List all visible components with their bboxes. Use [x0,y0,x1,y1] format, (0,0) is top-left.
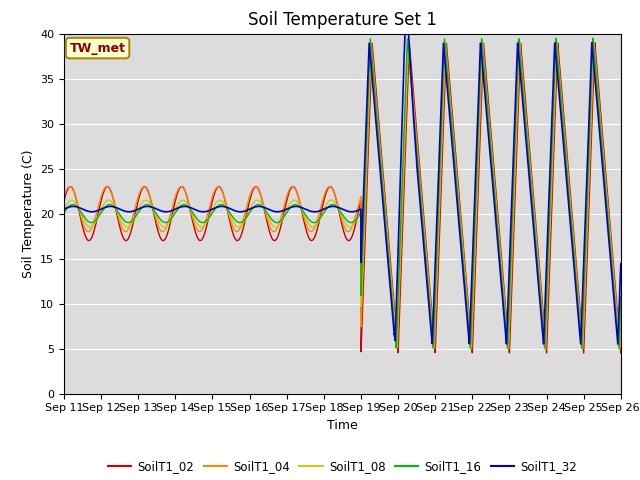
SoilT1_16 [270,218,278,224]
SoilT1_16 [612,316,620,322]
SoilT1_32 [310,209,317,215]
SoilT1_32 [617,261,625,266]
SoilT1_04 [612,303,620,309]
Line: SoilT1_16: SoilT1_16 [64,38,621,348]
SoilT1_32 [270,208,278,214]
SoilT1_08 [270,224,278,229]
SoilT1_08 [189,213,197,219]
SoilT1_02 [270,238,278,243]
SoilT1_02 [612,298,620,304]
SoilT1_04 [193,225,200,231]
SoilT1_32 [401,31,409,36]
Y-axis label: Soil Temperature (C): Soil Temperature (C) [22,149,35,278]
Line: SoilT1_08: SoilT1_08 [64,43,621,348]
SoilT1_16 [617,294,625,300]
SoilT1_08 [310,224,317,230]
SoilT1_32 [195,208,203,214]
SoilT1_16 [615,346,623,351]
SoilT1_32 [612,325,620,331]
Line: SoilT1_32: SoilT1_32 [64,34,621,344]
SoilT1_04 [189,217,197,223]
SoilT1_04 [270,228,278,234]
SoilT1_04 [617,325,625,331]
SoilT1_08 [195,223,203,229]
SoilT1_04 [195,228,203,234]
X-axis label: Time: Time [327,419,358,432]
Line: SoilT1_04: SoilT1_04 [64,43,621,348]
SoilT1_32 [193,207,200,213]
SoilT1_08 [612,312,620,318]
Line: SoilT1_02: SoilT1_02 [64,43,621,353]
SoilT1_08 [589,40,597,46]
SoilT1_16 [189,211,197,216]
SoilT1_32 [189,206,197,212]
Title: Soil Temperature Set 1: Soil Temperature Set 1 [248,11,437,29]
SoilT1_16 [310,220,317,226]
SoilT1_08 [616,346,623,351]
SoilT1_08 [617,305,625,311]
SoilT1_02 [60,198,68,204]
SoilT1_16 [193,215,200,221]
SoilT1_04 [60,193,68,199]
SoilT1_08 [193,219,200,225]
SoilT1_02 [591,40,598,46]
Text: TW_met: TW_met [70,42,125,55]
SoilT1_16 [589,36,596,41]
SoilT1_02 [310,236,317,242]
SoilT1_02 [617,350,625,356]
SoilT1_08 [60,207,68,213]
SoilT1_04 [310,227,317,232]
SoilT1_02 [195,237,203,243]
SoilT1_04 [590,40,598,46]
SoilT1_32 [60,206,68,212]
SoilT1_16 [195,218,203,224]
SoilT1_02 [189,221,197,227]
SoilT1_32 [614,341,621,347]
SoilT1_16 [60,210,68,216]
SoilT1_02 [193,232,200,238]
SoilT1_04 [616,346,624,351]
Legend: SoilT1_02, SoilT1_04, SoilT1_08, SoilT1_16, SoilT1_32: SoilT1_02, SoilT1_04, SoilT1_08, SoilT1_… [103,455,582,478]
